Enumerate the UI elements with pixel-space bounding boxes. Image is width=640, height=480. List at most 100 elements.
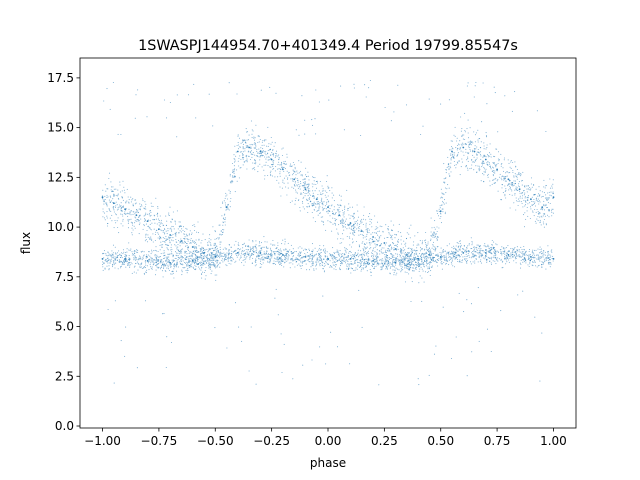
data-point: [110, 255, 112, 257]
data-point: [112, 252, 114, 254]
data-point: [428, 251, 430, 253]
data-point: [368, 260, 370, 262]
data-point: [125, 266, 127, 268]
data-point: [152, 264, 154, 266]
data-point: [175, 235, 177, 237]
data-point: [512, 254, 514, 256]
data-point: [208, 264, 210, 266]
data-point: [295, 174, 297, 176]
data-point: [296, 192, 298, 194]
data-point: [249, 151, 251, 153]
data-point: [423, 266, 426, 268]
data-point: [139, 208, 141, 210]
data-point: [228, 252, 230, 254]
data-point: [180, 225, 182, 227]
data-point: [269, 261, 271, 263]
data-point: [454, 126, 456, 128]
data-point: [258, 136, 260, 138]
data-point: [232, 176, 234, 178]
data-point: [496, 163, 498, 165]
data-point: [186, 269, 188, 271]
data-point: [327, 195, 329, 197]
data-point: [474, 145, 476, 147]
data-point: [290, 250, 292, 253]
data-point: [477, 165, 479, 167]
data-point: [318, 206, 320, 208]
data-point: [307, 171, 309, 173]
data-point: [187, 264, 189, 266]
data-point: [281, 243, 283, 245]
data-point: [155, 258, 157, 260]
data-point: [322, 220, 324, 223]
data-point: [110, 196, 112, 198]
data-point: [304, 188, 307, 191]
data-point: [103, 257, 105, 259]
data-point: [446, 188, 448, 190]
data-point: [531, 196, 533, 198]
data-point: [188, 255, 190, 257]
data-point: [176, 210, 178, 212]
data-point: [295, 171, 297, 173]
data-point: [194, 242, 197, 244]
data-point: [332, 264, 334, 266]
data-point: [263, 150, 265, 153]
data-point: [476, 146, 478, 148]
data-point: [501, 246, 503, 248]
data-point: [234, 160, 236, 162]
data-point: [435, 254, 437, 256]
data-point: [410, 224, 412, 226]
data-point: [351, 255, 353, 258]
data-point: [306, 251, 308, 254]
data-point: [496, 168, 498, 171]
data-point: [492, 162, 494, 164]
data-point: [311, 202, 313, 205]
data-point: [455, 255, 457, 257]
data-point: [348, 214, 350, 216]
data-point: [523, 199, 525, 201]
data-point: [278, 260, 280, 262]
data-point: [427, 241, 429, 243]
data-point: [400, 253, 402, 255]
data-point: [457, 147, 459, 149]
data-point: [513, 248, 515, 250]
data-point: [413, 249, 415, 251]
data-point: [476, 252, 479, 254]
data-point: [181, 271, 183, 273]
data-point: [435, 248, 437, 250]
data-point: [253, 136, 255, 138]
data-point: [505, 180, 507, 182]
data-point: [450, 140, 452, 142]
data-point: [457, 242, 459, 244]
data-point: [544, 205, 546, 207]
data-point: [237, 242, 239, 244]
data-point: [383, 261, 385, 263]
data-point: [435, 233, 438, 235]
data-point: [202, 271, 204, 273]
data-point: [514, 194, 516, 196]
data-point: [255, 258, 257, 260]
data-point: [304, 195, 306, 197]
data-point: [516, 168, 518, 171]
data-point: [446, 258, 448, 260]
data-point: [237, 160, 239, 162]
data-point: [119, 206, 121, 208]
data-point: [142, 256, 144, 258]
data-point: [311, 254, 313, 257]
data-point: [320, 216, 322, 218]
data-point: [295, 197, 297, 199]
data-point: [319, 244, 321, 247]
data-point: [412, 256, 415, 258]
data-point: [180, 238, 182, 240]
data-point: [467, 153, 469, 155]
data-point: [224, 213, 226, 215]
data-point: [297, 247, 299, 249]
data-point: [445, 177, 447, 180]
data-point: [552, 179, 554, 181]
data-point: [251, 156, 253, 158]
data-point: [363, 214, 365, 216]
data-point: [179, 245, 181, 247]
data-point: [292, 255, 294, 258]
data-point: [429, 261, 431, 263]
data-point: [349, 232, 351, 234]
data-point: [470, 144, 472, 146]
